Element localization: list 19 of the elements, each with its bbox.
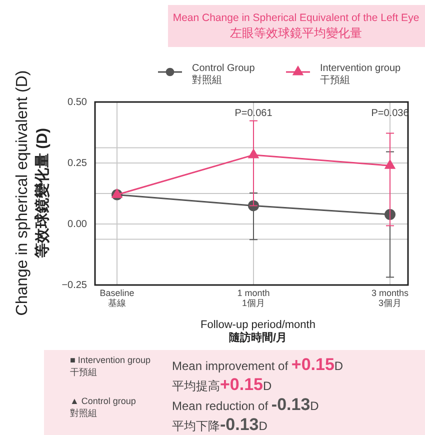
legend-label: Intervention group 干預組 bbox=[320, 63, 402, 86]
y-tick-label: 0.00 bbox=[68, 219, 88, 230]
annotation: P=0.061 bbox=[234, 108, 273, 119]
legend-label: Control Group 對照組 bbox=[192, 63, 256, 86]
x-tick-label: 3 months 3個月 bbox=[371, 288, 410, 308]
text: Mean reduction of -0.13D bbox=[172, 395, 320, 414]
chart-title: Mean Change in Spherical Equivalent of the Left Eye 左眼等效球鏡平均變化量 bbox=[172, 12, 420, 40]
y-tick-label: −0.25 bbox=[62, 280, 88, 292]
x-axis-title: Follow-up period/month 隨訪時間/月 bbox=[200, 319, 316, 344]
x-tick-label: Baseline 基線 bbox=[100, 288, 134, 308]
y-axis-title: Change in spherical equivalent (D) 等效球鏡變化量 (D) bbox=[14, 70, 51, 316]
text: 平均提高+0.15D bbox=[172, 375, 272, 394]
text: ▲ Control group 對照組 bbox=[70, 396, 136, 418]
y-tick-label: 0.50 bbox=[68, 97, 88, 108]
text: Mean improvement of +0.15D bbox=[172, 355, 344, 374]
y-tick-label: 0.25 bbox=[68, 158, 88, 170]
text: 平均下降-0.13D bbox=[172, 415, 268, 434]
x-tick-label: 1 month 1個月 bbox=[237, 288, 270, 308]
text: ■ Intervention group 干預組 bbox=[70, 355, 150, 377]
